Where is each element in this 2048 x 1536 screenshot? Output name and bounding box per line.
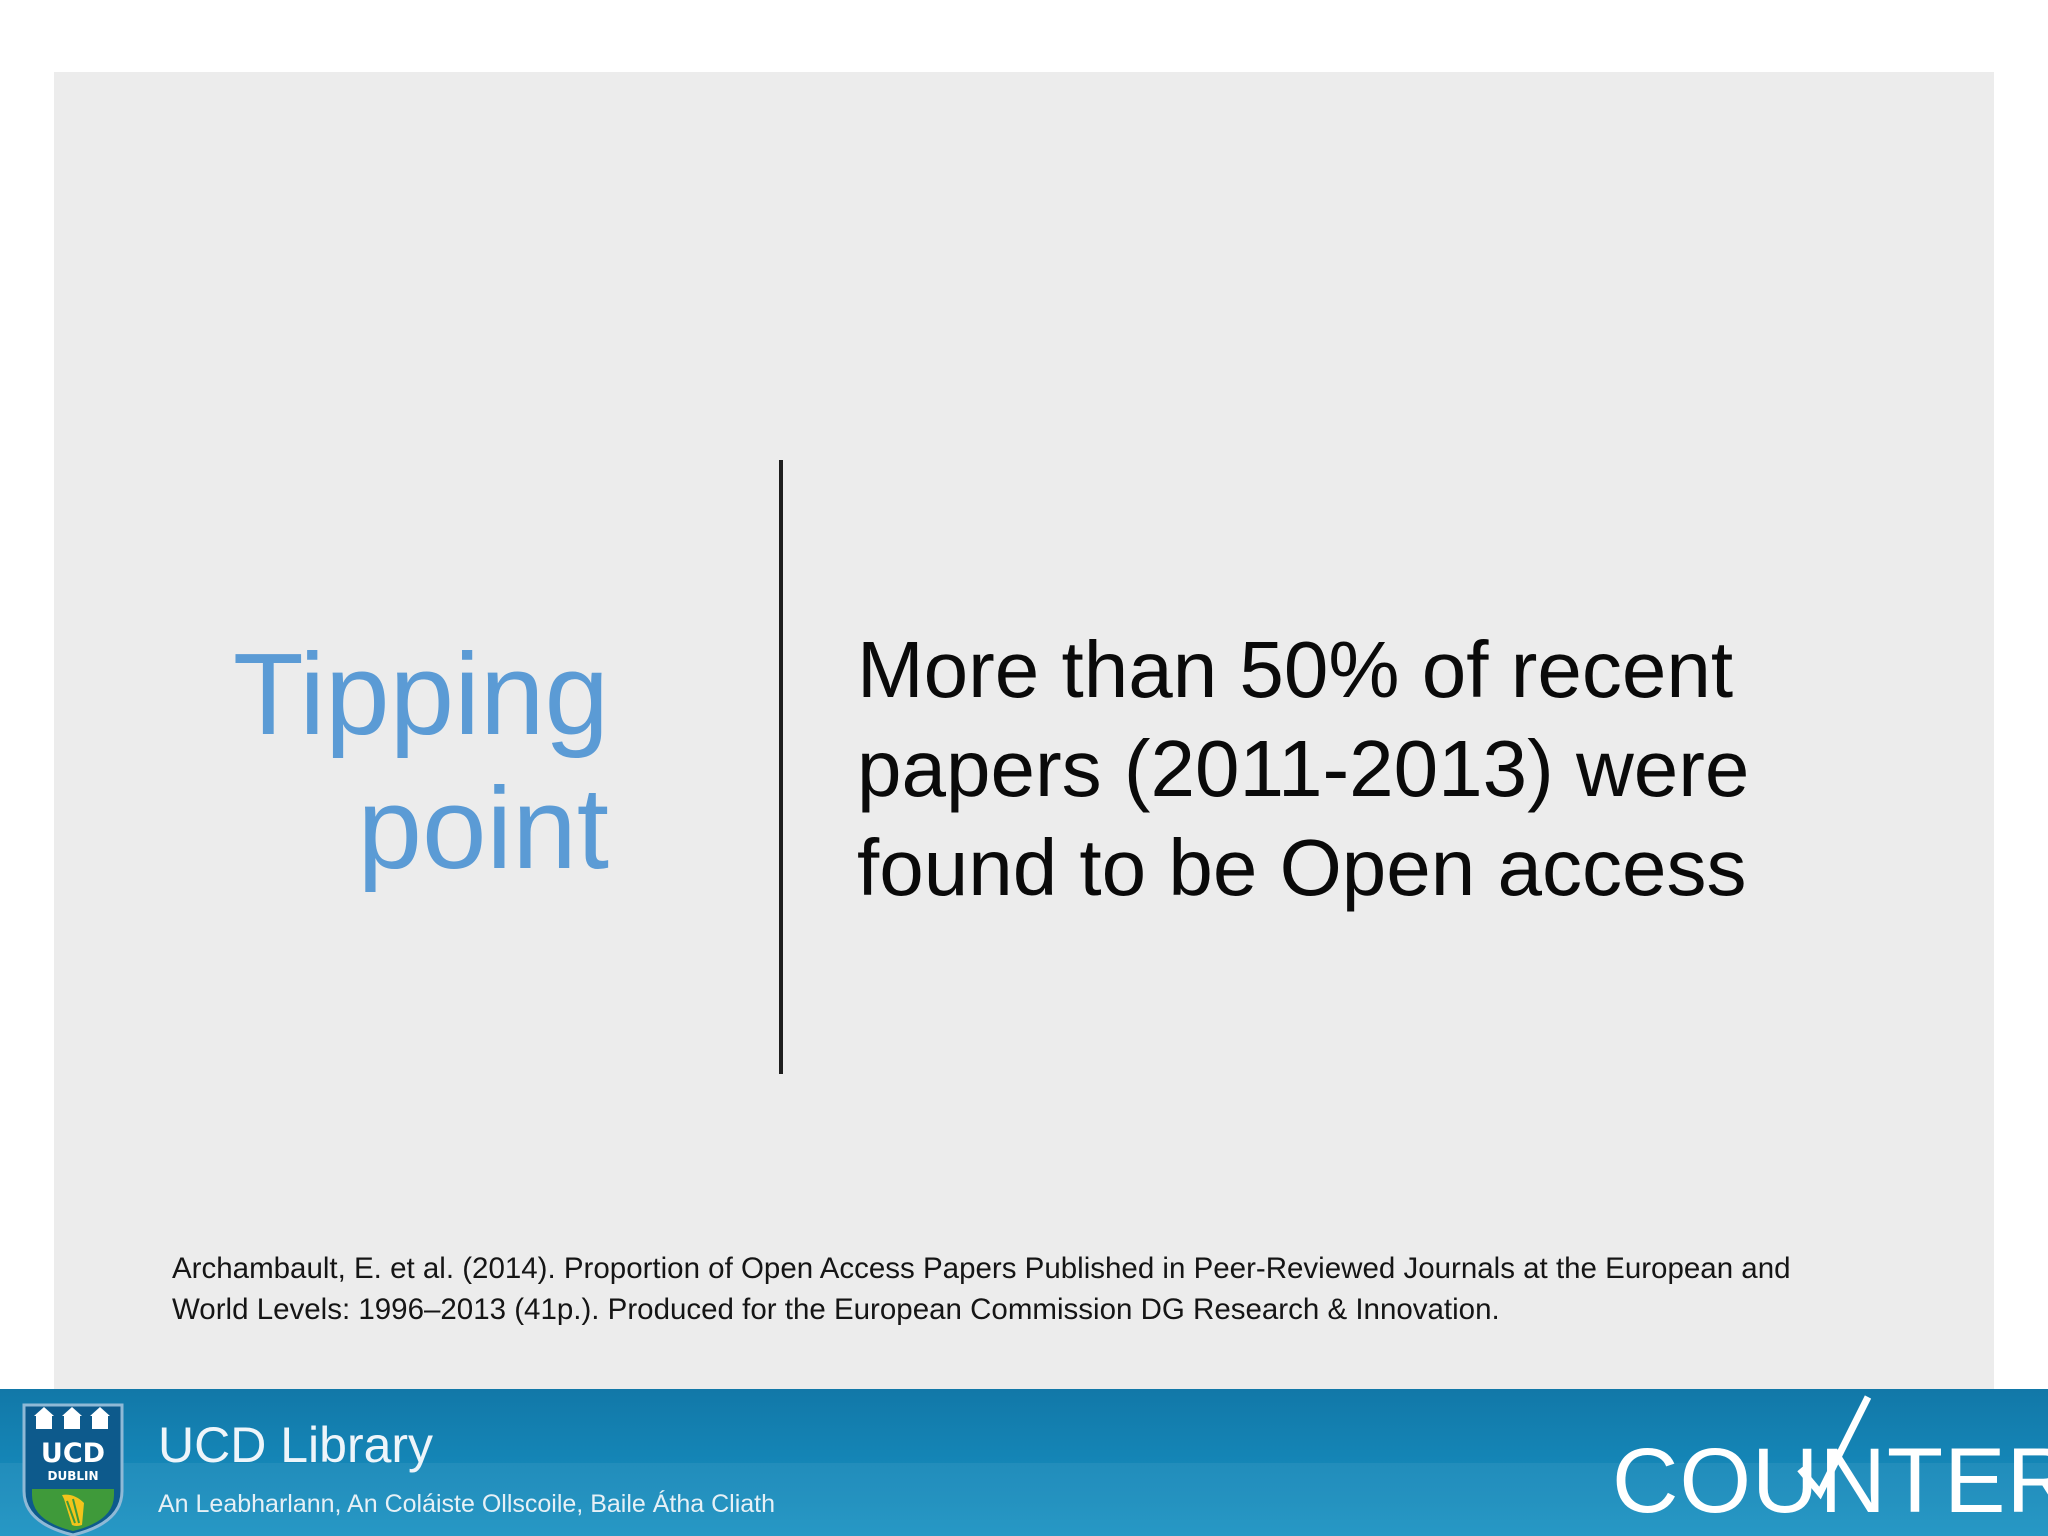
vertical-divider — [779, 460, 783, 1074]
slide-title: Tipping point — [204, 627, 609, 895]
library-subtitle: An Leabharlann, An Coláiste Ollscoile, B… — [158, 1490, 776, 1518]
statement-line-1: More than 50% of recent — [857, 625, 1734, 714]
counter-logo: COUNTER — [1612, 1389, 2048, 1536]
counter-logo-text: COUNTER — [1612, 1430, 2048, 1532]
statement-line-3: found to be Open access — [857, 823, 1747, 912]
title-line-1: Tipping — [232, 629, 609, 759]
library-name: UCD Library — [158, 1417, 434, 1473]
citation-line-1: Archambault, E. et al. (2014). Proportio… — [172, 1252, 1791, 1285]
slide-panel: Tipping point More than 50% of recent pa… — [54, 72, 1994, 1390]
ucd-crest-icon: UCD DUBLIN — [22, 1403, 124, 1536]
citation-line-2: World Levels: 1996–2013 (41p.). Produced… — [172, 1293, 1500, 1326]
statement-line-2: papers (2011-2013) were — [857, 724, 1750, 813]
title-line-2: point — [357, 763, 609, 893]
slide-statement: More than 50% of recent papers (2011-201… — [857, 620, 1977, 917]
citation: Archambault, E. et al. (2014). Proportio… — [172, 1248, 1972, 1330]
footer-band — [0, 1463, 2048, 1536]
footer-bar: UCD DUBLIN UCD Library An Leabharlann, A… — [0, 1389, 2048, 1536]
crest-ucd-text: UCD — [41, 1438, 105, 1469]
checkmark-icon — [1797, 1395, 1872, 1500]
crest-dublin-text: DUBLIN — [47, 1469, 98, 1483]
